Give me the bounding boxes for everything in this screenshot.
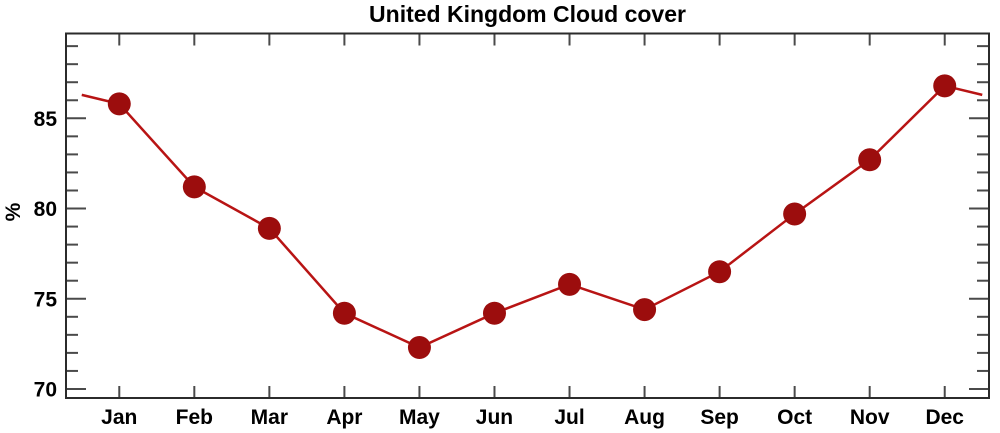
x-tick-label-dec: Dec (925, 406, 964, 429)
y-tick-label-75: 75 (34, 288, 58, 311)
y-tick-label-85: 85 (34, 108, 58, 131)
axes-frame (65, 32, 990, 399)
x-tick-label-oct: Oct (777, 406, 812, 429)
data-line (81, 84, 983, 349)
y-tick-label-80: 80 (34, 198, 57, 221)
data-point-dec (933, 74, 957, 98)
x-tick-label-jun: Jun (476, 406, 513, 429)
data-point-feb (182, 175, 206, 199)
data-point-jan (107, 92, 131, 116)
data-point-apr (332, 301, 356, 325)
x-tick-label-may: May (399, 406, 440, 429)
data-point-may (407, 335, 431, 359)
data-point-mar (257, 216, 281, 240)
data-point-jul (558, 272, 582, 296)
x-tick-label-sep: Sep (700, 406, 739, 429)
x-tick-label-mar: Mar (251, 406, 288, 429)
x-tick-label-jul: Jul (554, 406, 584, 429)
chart-title: United Kingdom Cloud cover (369, 1, 686, 27)
data-point-oct (783, 202, 807, 226)
data-point-aug (633, 298, 657, 322)
data-point-jun (482, 301, 506, 325)
x-tick-label-feb: Feb (176, 406, 213, 429)
y-tick-label-70: 70 (34, 378, 57, 401)
x-tick-label-nov: Nov (850, 406, 890, 429)
x-tick-label-aug: Aug (624, 406, 665, 429)
data-point-sep (708, 260, 732, 284)
x-tick-label-jan: Jan (101, 406, 137, 429)
x-tick-label-apr: Apr (326, 406, 362, 429)
data-point-nov (858, 148, 882, 172)
